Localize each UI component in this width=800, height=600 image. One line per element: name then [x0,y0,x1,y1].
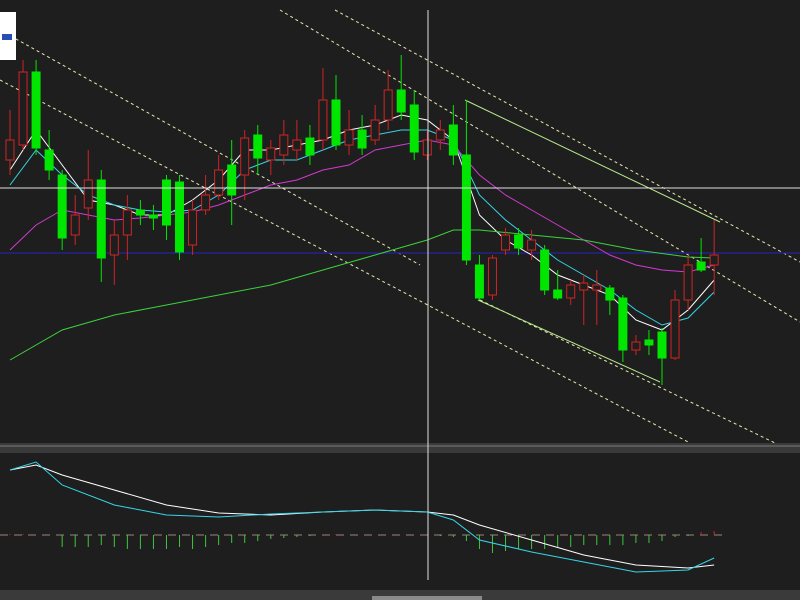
trend-line [0,79,691,444]
candle-body [357,129,367,149]
candle-body [240,137,250,176]
candle-body [644,339,654,346]
candle-body [605,287,615,301]
candle-body [44,149,54,171]
main-panel [5,55,719,385]
candle-body [96,179,106,259]
candle-body [57,174,67,239]
bottom-bar [0,590,800,600]
candle-body [370,119,380,141]
candle-body [214,169,224,196]
candle-body [344,129,354,146]
candle-body [122,209,132,236]
candle-body [540,249,550,291]
candle-body [461,154,471,261]
candle-body [553,289,563,299]
candle-body [83,179,93,209]
candle-body [409,104,419,153]
candle-body [279,134,289,156]
candle-body [618,297,628,351]
candle-body [161,179,171,226]
candle-body [422,139,432,156]
candle-body [148,214,158,219]
candle-body [396,89,406,113]
indicator-line [9,461,715,573]
candle-body [18,71,28,146]
trend-lines [0,9,800,444]
trend-line [479,299,776,444]
candle-body [501,234,511,251]
candle-body [305,137,315,156]
candle-body [70,214,80,236]
candle-body [383,89,393,121]
candle-body [435,129,445,141]
channel-line [477,299,661,383]
candle-body [683,264,693,301]
channel-line [464,99,721,223]
candle-body [448,124,458,156]
candle-body [135,209,145,216]
candle-body [331,99,341,146]
candle-body [474,264,484,299]
candle-body [227,164,237,196]
candle-body [318,99,328,141]
scrollbar[interactable] [372,596,482,600]
candle-body [657,331,667,359]
candle-body [201,194,211,211]
channel-lines [464,99,721,383]
candle-body [175,181,185,253]
indicator-line [9,229,715,361]
candle-body [579,282,589,291]
panel-separator [0,443,800,453]
indicator-panel [9,461,715,573]
candle-body [109,234,119,256]
candle-body [566,284,576,299]
candle-body [696,261,706,271]
trend-line [334,9,800,263]
candle-body [266,147,276,161]
candle-body [31,71,41,149]
candle-body [631,341,641,351]
candle-body [5,139,15,161]
trend-line [0,29,421,266]
candle-body [592,284,602,291]
candle-body [527,239,537,251]
candle-body [670,299,680,359]
candle-body [514,234,524,249]
logo-mark [2,34,12,40]
trend-line [279,9,800,323]
candle-body [292,139,302,151]
candle-body [188,209,198,246]
candle-body [709,254,719,266]
candle-body [253,134,263,159]
candle-body [487,257,497,296]
